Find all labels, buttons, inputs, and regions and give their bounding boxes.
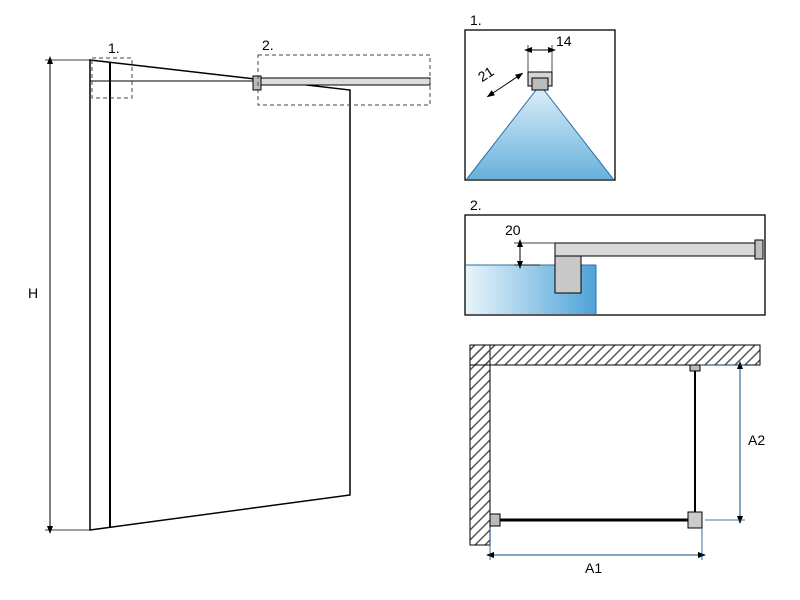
detail-1 [465,30,615,180]
plan-dim-a1: A1 [585,560,602,576]
callout-1-label: 1. [108,40,120,56]
plan-view [470,345,760,560]
detail-2-label: 2. [470,197,482,213]
callout-2-label: 2. [262,37,274,53]
main-elevation-view [45,55,430,530]
dim-h-label: H [28,285,38,301]
detail-1-dim-14: 14 [556,33,572,49]
diagram-svg [0,0,800,600]
detail-1-label: 1. [470,12,482,28]
plan-dim-a2: A2 [748,432,765,448]
detail-2-dim-20: 20 [505,222,521,238]
